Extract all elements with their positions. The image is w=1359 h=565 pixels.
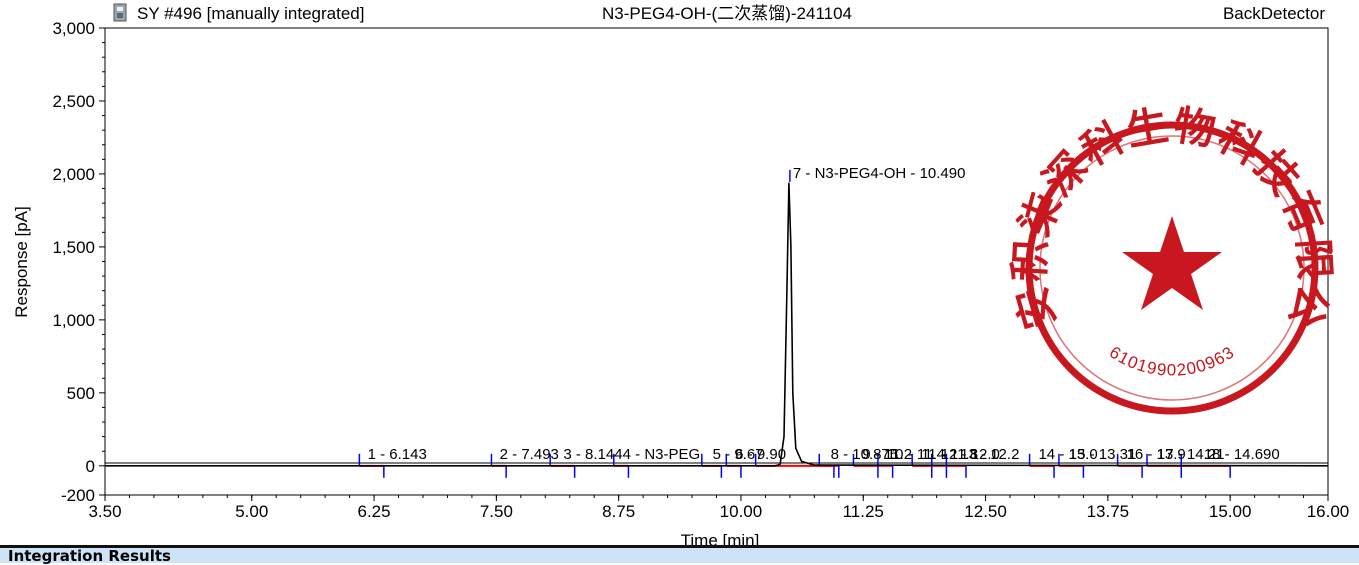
integration-results-header: Integration Results [0, 545, 1359, 565]
peak-label: 15 - 13.31 [1069, 446, 1137, 463]
x-axis-title: Time [min] [681, 531, 760, 545]
company-seal: 西安积柒深科生物科技有限公司 6101990200963 [1006, 102, 1336, 415]
sample-label: SY #496 [manually integrated] [137, 4, 364, 23]
chromatogram-chart: SY #496 [manually integrated] N3-PEG4-OH… [12, 3, 1350, 545]
x-tick-label: 10.00 [720, 502, 763, 521]
y-tick-label: 3,000 [52, 19, 95, 38]
peak-label: 8 - 10.875 [831, 446, 899, 463]
seal-inner-ring [1039, 135, 1305, 401]
peak-label: 3 - 8.144 [563, 446, 622, 463]
peak-label: 7 - N3-PEG4-OH - 10.490 [793, 165, 966, 182]
x-tick-label: 16.00 [1307, 502, 1350, 521]
peak-label: 12 - 12.0 [941, 446, 1000, 463]
x-tick-label: 6.25 [358, 502, 391, 521]
x-tick-label: 15.00 [1209, 502, 1252, 521]
x-tick-label: 8.75 [602, 502, 635, 521]
doc-icon [113, 3, 127, 22]
peak-label: 17 - 14.21 [1157, 446, 1225, 463]
x-tick-label: 7.50 [480, 502, 513, 521]
seal-number: 6101990200963 [1106, 342, 1238, 379]
x-tick-label: 5.00 [235, 502, 268, 521]
peak-label: 9 - 11.2 [862, 446, 912, 463]
peak-label: 14 - 13.0 [1038, 446, 1097, 463]
x-tick-label: 11.25 [843, 502, 884, 521]
section-title: Integration Results [8, 547, 171, 565]
peak-label: 5 - 9.67 [713, 446, 764, 463]
x-tick-label: 3.50 [88, 502, 121, 521]
peak-label: 16 - 13.9 [1127, 446, 1186, 463]
y-tick-label: 1,000 [52, 311, 95, 330]
y-axis-title: Response [pA] [12, 206, 31, 318]
y-tick-label: 2,500 [52, 92, 95, 111]
peak-label: 13 - 12.2 [960, 446, 1019, 463]
y-tick-label: 2,000 [52, 165, 95, 184]
peak-label: 6 - 9.90 [735, 446, 786, 463]
x-tick-label: 13.75 [1087, 502, 1130, 521]
peak-label: 18 - 14.690 [1204, 446, 1280, 463]
chart-title: N3-PEG4-OH-(二次蒸馏)-241104 [602, 4, 852, 23]
peak-label: 2 - 7.493 [500, 446, 559, 463]
series-trace [105, 182, 1329, 467]
x-tick-label: 12.50 [964, 502, 1007, 521]
y-tick-label: -200 [61, 486, 95, 505]
seal-star [1122, 216, 1222, 310]
peak-label: 11 - 11.8 [921, 446, 978, 463]
detector-label: BackDetector [1223, 4, 1325, 23]
seal-ring [1025, 121, 1319, 415]
peak-label: 1 - 6.143 [368, 446, 427, 463]
y-tick-label: 1,500 [52, 238, 95, 257]
y-tick-label: 500 [67, 384, 95, 403]
peak-label: 4 - N3-PEG [623, 446, 701, 463]
y-tick-label: 0 [86, 457, 95, 476]
peak-label: 10 - 11.4 [887, 446, 945, 463]
